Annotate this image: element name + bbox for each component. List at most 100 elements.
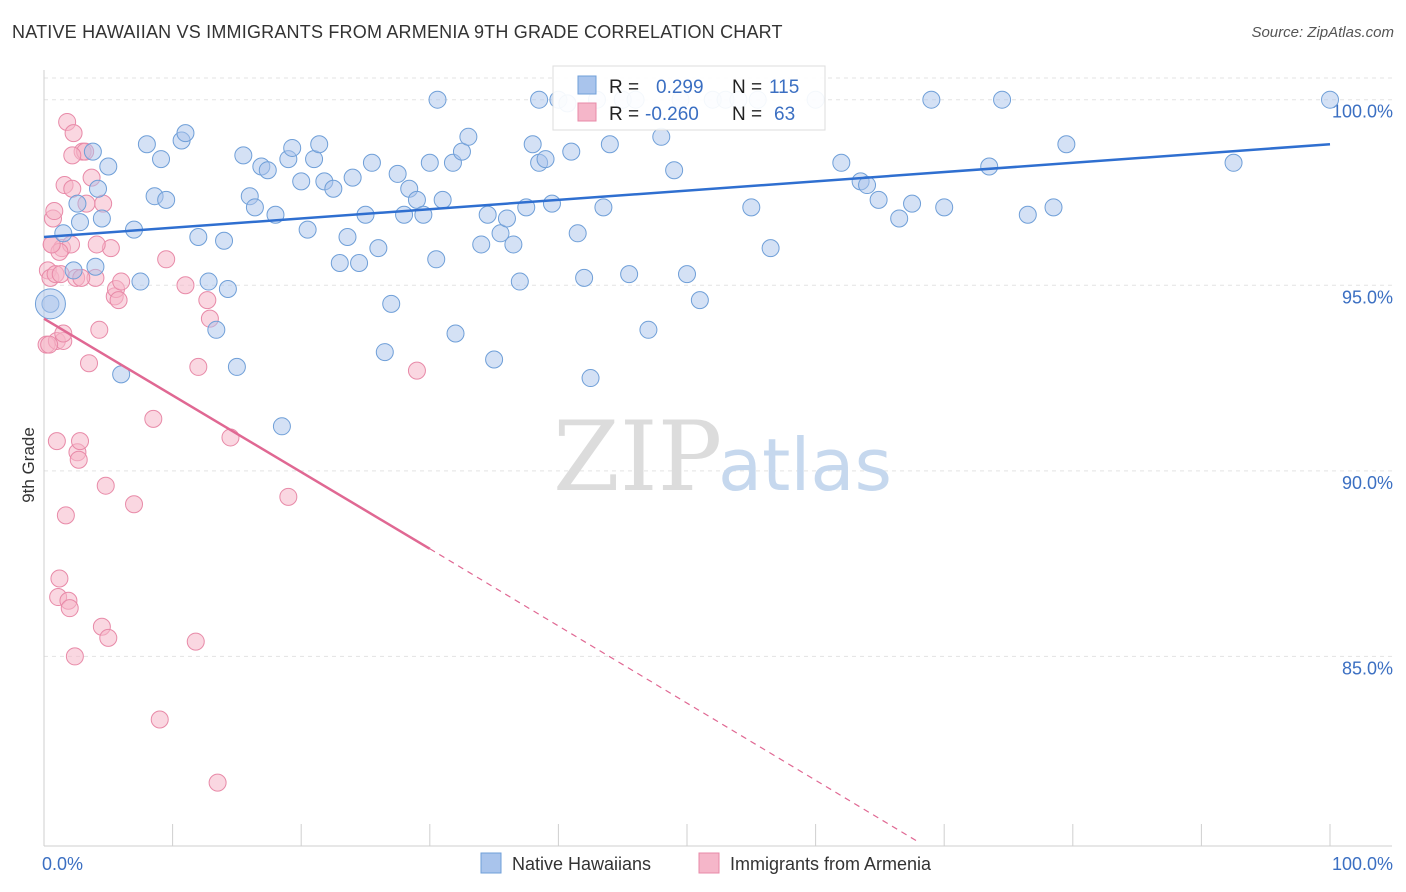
x-tick-label-1: 100.0% [1332, 854, 1393, 874]
blue-point-64 [491, 224, 510, 243]
blue-point-93 [742, 198, 761, 217]
stats-pink-swatch [577, 102, 597, 122]
legend-pink-label: Immigrants from Armenia [730, 854, 932, 874]
blue-point-39 [324, 179, 343, 198]
trend-lines [43, 142, 1331, 843]
blue-point-82 [620, 265, 639, 284]
blue-point-2 [64, 261, 83, 280]
blue-point-95 [761, 239, 780, 258]
legend-pink-swatch [698, 852, 720, 874]
pink-point-31 [90, 320, 109, 339]
blue-point-34 [292, 172, 311, 191]
blue-point-80 [600, 135, 619, 154]
blue-point-52 [407, 190, 426, 209]
pink-point-14 [56, 506, 75, 525]
pink-series-points [37, 112, 426, 792]
pink-point-17 [60, 599, 79, 618]
blue-point-107 [1018, 205, 1037, 224]
blue-point-33 [283, 138, 302, 157]
pink-point-61 [54, 324, 73, 343]
x-tick-label-0: 0.0% [42, 854, 83, 874]
blue-point-58 [446, 324, 465, 343]
pink-point-43 [157, 250, 176, 269]
blue-point-77 [581, 369, 600, 388]
blue-point-47 [375, 343, 394, 362]
blue-point-7 [89, 179, 108, 198]
blue-point-61 [472, 235, 491, 254]
blue-point-62 [478, 205, 497, 224]
stats-pink-r-label: R = [609, 104, 639, 125]
blue-point-74 [562, 142, 581, 161]
blue-point-114 [428, 90, 447, 109]
blue-point-63 [485, 350, 504, 369]
blue-point-35 [298, 220, 317, 239]
pink-point-51 [279, 487, 298, 506]
blue-point-112 [530, 90, 549, 109]
pink-point-57 [109, 291, 128, 310]
pink-point-44 [176, 276, 195, 295]
blue-point-59 [452, 142, 471, 161]
blue-point-55 [427, 250, 446, 269]
blue-point-large [34, 288, 66, 320]
blue-point-84 [639, 320, 658, 339]
blue-point-105 [980, 157, 999, 176]
pink-point-42 [150, 710, 169, 729]
blue-point-20 [199, 272, 218, 291]
blue-point-43 [350, 254, 369, 272]
blue-point-12 [131, 272, 150, 291]
blue-point-29 [258, 161, 277, 180]
blue-point-65 [497, 209, 516, 228]
pink-point-55 [63, 146, 82, 165]
blue-point-37 [310, 135, 329, 154]
blue-point-6 [86, 257, 105, 276]
y-tick-label-1: 90.0% [1342, 473, 1393, 493]
blue-point-102 [903, 194, 922, 213]
blue-point-76 [575, 268, 594, 287]
blue-point-108 [1044, 198, 1063, 217]
watermark-atlas: atlas [718, 423, 892, 507]
blue-point-5 [83, 142, 102, 161]
pink-trend-extension [429, 548, 919, 843]
chart-title: NATIVE HAWAIIAN VS IMMIGRANTS FROM ARMEN… [12, 22, 783, 42]
stats-blue-r-value: 0.299 [656, 77, 704, 98]
blue-point-21 [207, 320, 226, 339]
blue-point-23 [218, 279, 237, 298]
blue-point-19 [189, 228, 208, 247]
stats-pink-r-value: -0.260 [645, 104, 699, 125]
blue-point-54 [420, 153, 439, 172]
blue-series-points [34, 90, 1339, 436]
pink-point-62 [87, 235, 106, 254]
legend: Native Hawaiians Immigrants from Armenia [480, 852, 932, 874]
pink-point-39 [112, 272, 131, 291]
blue-point-72 [542, 194, 561, 213]
blue-point-24 [227, 357, 246, 376]
legend-blue-label: Native Hawaiians [512, 854, 651, 874]
pink-point-28 [80, 354, 99, 373]
pink-point-35 [99, 628, 118, 647]
pink-point-21 [65, 647, 84, 666]
y-tick-label-2: 95.0% [1342, 287, 1393, 307]
blue-point-100 [869, 190, 888, 209]
axes: 85.0% 90.0% 95.0% 100.0% 0.0% 100.0% [42, 70, 1393, 874]
pink-point-53 [47, 432, 66, 451]
stats-box: R = 0.299 N = 115 R = -0.260 N = 63 [552, 65, 826, 131]
blue-point-66 [504, 235, 523, 254]
blue-point-9 [99, 157, 118, 176]
y-axis-label: 9th Grade [19, 427, 38, 503]
pink-point-50 [221, 428, 240, 447]
blue-point-40 [330, 254, 349, 272]
blue-point-75 [568, 224, 587, 243]
blue-point-109 [1057, 135, 1076, 154]
blue-point-1 [54, 224, 73, 243]
pink-point-49 [208, 773, 227, 792]
blue-point-45 [362, 153, 381, 172]
stats-blue-r-label: R = [609, 77, 639, 98]
pink-point-47 [198, 291, 217, 310]
pink-point-25 [71, 432, 90, 451]
blue-point-18 [176, 124, 195, 143]
pink-point-20 [64, 124, 83, 143]
pink-point-41 [144, 409, 163, 428]
blue-point-67 [510, 272, 529, 291]
blue-point-22 [215, 231, 234, 250]
blue-point-106 [993, 90, 1012, 109]
